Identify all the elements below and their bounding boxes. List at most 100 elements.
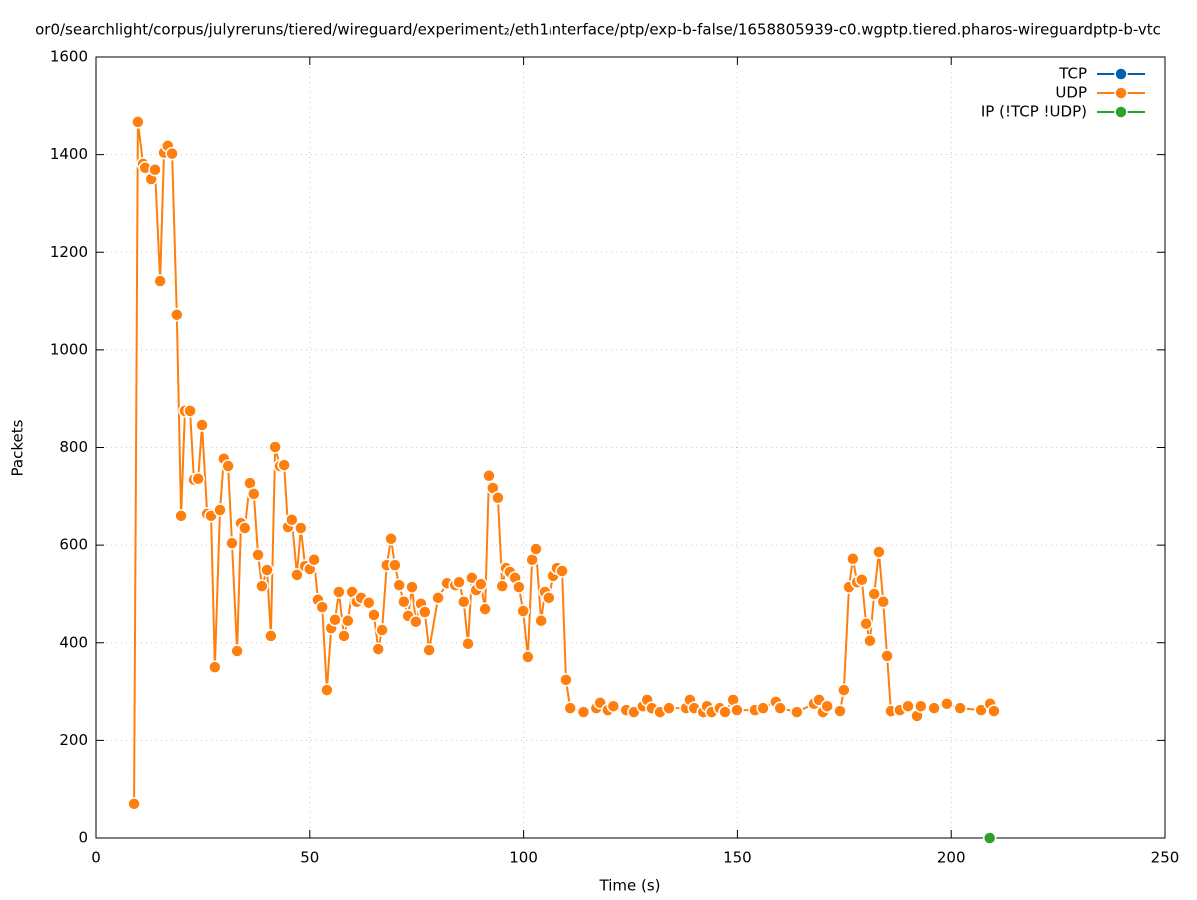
y-tick-label: 1600 bbox=[50, 48, 88, 66]
data-point bbox=[221, 459, 235, 473]
data-point bbox=[662, 701, 676, 715]
data-point bbox=[341, 614, 355, 628]
data-point bbox=[153, 274, 167, 288]
y-tick-label: 1400 bbox=[50, 145, 88, 163]
data-point bbox=[846, 552, 860, 566]
data-point bbox=[375, 623, 389, 637]
legend-marker bbox=[1114, 86, 1128, 100]
data-point bbox=[478, 602, 492, 616]
data-point bbox=[512, 580, 526, 594]
data-point bbox=[328, 613, 342, 627]
data-point bbox=[371, 642, 385, 656]
data-point bbox=[255, 579, 269, 593]
data-point bbox=[409, 615, 423, 629]
data-point bbox=[174, 509, 188, 523]
y-tick-label: 1200 bbox=[50, 243, 88, 261]
data-point bbox=[264, 629, 278, 643]
data-point bbox=[362, 595, 376, 610]
data-point bbox=[165, 146, 179, 161]
data-point bbox=[247, 487, 261, 501]
legend-label: TCP bbox=[1058, 65, 1087, 83]
data-point bbox=[195, 418, 209, 432]
data-point bbox=[384, 532, 398, 546]
x-tick-label: 50 bbox=[300, 849, 319, 867]
data-point bbox=[290, 568, 304, 582]
data-point bbox=[422, 643, 436, 657]
data-point bbox=[555, 564, 569, 578]
data-point bbox=[285, 512, 299, 527]
data-point bbox=[230, 644, 244, 658]
y-tick-label: 200 bbox=[59, 731, 88, 749]
data-point bbox=[974, 703, 988, 717]
x-tick-label: 0 bbox=[91, 849, 101, 867]
data-point bbox=[277, 458, 291, 472]
data-point bbox=[516, 604, 530, 618]
data-point bbox=[820, 699, 834, 713]
data-point bbox=[251, 548, 265, 562]
data-point bbox=[855, 573, 869, 587]
y-tick-label: 400 bbox=[59, 633, 88, 651]
data-point bbox=[606, 699, 621, 713]
data-point bbox=[953, 701, 967, 715]
data-point bbox=[876, 594, 890, 609]
y-axis-label: Packets bbox=[9, 419, 27, 476]
data-point bbox=[170, 307, 184, 322]
y-tick-label: 600 bbox=[59, 536, 88, 554]
data-point bbox=[542, 591, 556, 605]
data-point bbox=[837, 683, 851, 697]
data-point bbox=[191, 471, 205, 486]
data-point bbox=[914, 699, 928, 713]
data-point bbox=[859, 616, 873, 631]
data-point bbox=[392, 578, 406, 592]
data-point bbox=[863, 634, 877, 648]
data-point bbox=[529, 542, 543, 556]
data-point bbox=[534, 614, 548, 628]
data-point bbox=[987, 704, 1001, 718]
data-point bbox=[397, 594, 411, 609]
data-point bbox=[927, 701, 941, 715]
data-point bbox=[320, 683, 334, 697]
data-point bbox=[367, 608, 381, 622]
data-point bbox=[559, 673, 573, 687]
data-point bbox=[388, 558, 402, 572]
data-point bbox=[563, 701, 577, 715]
data-point bbox=[474, 577, 488, 591]
chart-title: or0/searchlight/corpus/julyreruns/tiered… bbox=[35, 21, 1161, 39]
data-point bbox=[495, 579, 509, 593]
legend-marker bbox=[1114, 105, 1128, 119]
data-point bbox=[730, 703, 744, 717]
data-point bbox=[880, 649, 894, 663]
data-point bbox=[238, 521, 252, 535]
data-point bbox=[183, 404, 197, 418]
data-point bbox=[127, 797, 141, 811]
data-point bbox=[718, 705, 732, 719]
data-point bbox=[431, 591, 445, 605]
data-point bbox=[521, 650, 535, 664]
data-point bbox=[405, 580, 419, 594]
y-tick-label: 800 bbox=[59, 438, 88, 456]
data-point bbox=[148, 163, 162, 177]
data-point bbox=[901, 699, 915, 713]
legend-label: IP (!TCP !UDP) bbox=[981, 103, 1087, 121]
plot-frame bbox=[95, 56, 1166, 839]
y-tick-label: 0 bbox=[78, 829, 88, 847]
data-point bbox=[225, 536, 239, 550]
data-point bbox=[208, 660, 222, 674]
data-point bbox=[872, 545, 886, 559]
data-point bbox=[465, 571, 479, 585]
data-point bbox=[773, 701, 787, 715]
data-point bbox=[456, 594, 471, 609]
data-point bbox=[756, 701, 770, 715]
data-point bbox=[131, 115, 145, 129]
data-point bbox=[452, 575, 466, 589]
data-point bbox=[790, 705, 804, 719]
legend-label: UDP bbox=[1055, 84, 1087, 102]
y-tick-label: 1000 bbox=[50, 340, 88, 358]
data-point bbox=[260, 563, 274, 577]
series-line bbox=[133, 121, 995, 804]
data-point bbox=[337, 629, 351, 643]
data-point bbox=[315, 600, 329, 614]
data-point bbox=[268, 440, 282, 454]
